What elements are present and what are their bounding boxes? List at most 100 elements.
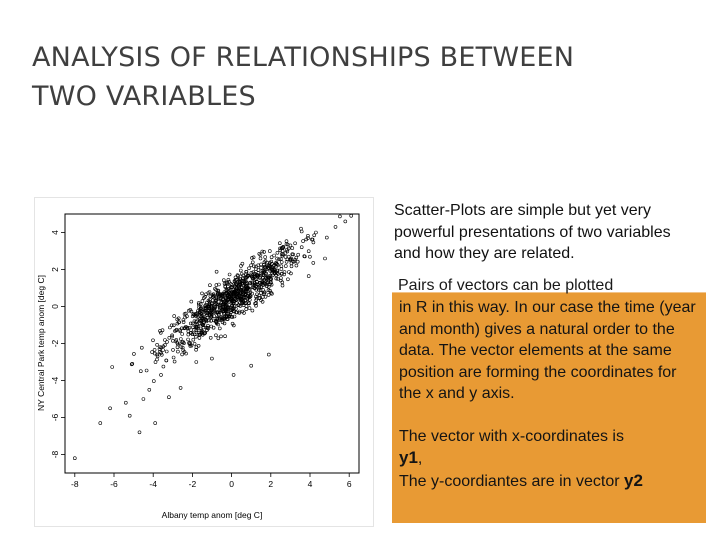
data-point <box>222 278 226 282</box>
data-point <box>258 253 263 257</box>
data-point <box>222 305 226 310</box>
data-point <box>279 246 284 250</box>
data-point <box>228 293 232 297</box>
data-point <box>240 261 245 266</box>
data-point <box>220 293 224 298</box>
slide-title: ANALYSIS OF RELATIONSHIPS BETWEEN TWO VA… <box>32 38 672 116</box>
data-point <box>269 277 273 281</box>
data-point <box>254 294 258 299</box>
data-point <box>261 295 265 299</box>
data-point <box>153 421 157 425</box>
data-point <box>139 369 143 373</box>
data-point <box>155 352 159 357</box>
data-point <box>284 259 289 264</box>
data-point <box>257 296 262 300</box>
data-point <box>274 276 279 281</box>
data-point <box>248 294 253 298</box>
data-point <box>258 281 263 285</box>
data-point <box>241 279 246 284</box>
data-point <box>259 291 263 295</box>
data-point <box>244 296 249 300</box>
data-point <box>255 279 259 284</box>
data-point <box>132 352 136 356</box>
data-point <box>239 287 244 292</box>
data-point <box>294 263 299 268</box>
data-point <box>207 303 212 307</box>
data-point <box>189 309 194 314</box>
data-point <box>158 329 162 333</box>
data-point <box>152 348 157 352</box>
data-point <box>155 343 159 347</box>
data-point <box>222 281 227 286</box>
data-point <box>129 362 134 367</box>
data-point <box>223 285 227 289</box>
data-point <box>176 349 180 354</box>
data-point <box>203 304 207 308</box>
data-point <box>191 312 196 316</box>
y-tick-label: -6 <box>50 413 60 421</box>
data-point <box>214 295 218 300</box>
data-point <box>191 337 196 342</box>
data-point <box>269 255 274 260</box>
data-point <box>147 388 152 392</box>
data-point <box>324 235 329 240</box>
data-point <box>198 306 203 311</box>
data-point <box>280 271 284 276</box>
data-point <box>289 257 293 262</box>
data-point <box>223 309 228 314</box>
data-point <box>254 288 258 292</box>
data-point <box>248 298 252 302</box>
data-point <box>277 257 281 262</box>
data-point <box>266 293 271 297</box>
data-point <box>174 327 179 332</box>
data-point <box>276 277 280 281</box>
data-point <box>127 413 132 418</box>
x-tick-label: 4 <box>308 479 313 489</box>
data-point <box>161 364 166 369</box>
data-point <box>249 363 253 368</box>
data-point <box>178 386 183 390</box>
data-point <box>124 400 128 405</box>
data-point <box>191 325 195 330</box>
data-point <box>164 349 169 354</box>
data-point <box>189 330 193 335</box>
data-point <box>196 301 201 305</box>
data-point <box>270 261 274 266</box>
data-point <box>239 272 244 276</box>
data-point <box>254 303 258 308</box>
data-point <box>208 336 213 340</box>
data-point <box>343 219 348 224</box>
data-point <box>158 350 162 354</box>
data-point <box>291 252 296 257</box>
data-point <box>171 348 175 352</box>
data-point <box>164 358 168 363</box>
data-point <box>251 285 255 289</box>
data-point <box>158 345 162 349</box>
data-point <box>214 283 219 287</box>
data-point <box>184 311 188 316</box>
data-point <box>323 256 327 261</box>
y-tick-label: 4 <box>50 230 60 235</box>
data-point <box>293 257 297 262</box>
x-tick-label: 2 <box>268 479 273 489</box>
x-tick-label: -6 <box>110 479 118 489</box>
data-point <box>282 272 286 277</box>
data-point <box>144 368 149 373</box>
data-point <box>220 320 225 325</box>
data-point <box>266 266 271 270</box>
data-point <box>306 249 311 254</box>
data-point <box>244 270 249 274</box>
data-point <box>196 344 201 348</box>
data-point <box>258 256 263 261</box>
data-point <box>270 273 275 278</box>
data-point <box>306 274 311 278</box>
data-point <box>268 268 272 273</box>
data-point <box>218 326 222 331</box>
data-point <box>213 286 217 291</box>
data-point <box>209 312 213 317</box>
data-point <box>253 282 257 287</box>
x-tick-label: -2 <box>189 479 197 489</box>
data-point <box>170 333 174 338</box>
data-point <box>262 250 266 254</box>
data-point <box>237 309 242 314</box>
